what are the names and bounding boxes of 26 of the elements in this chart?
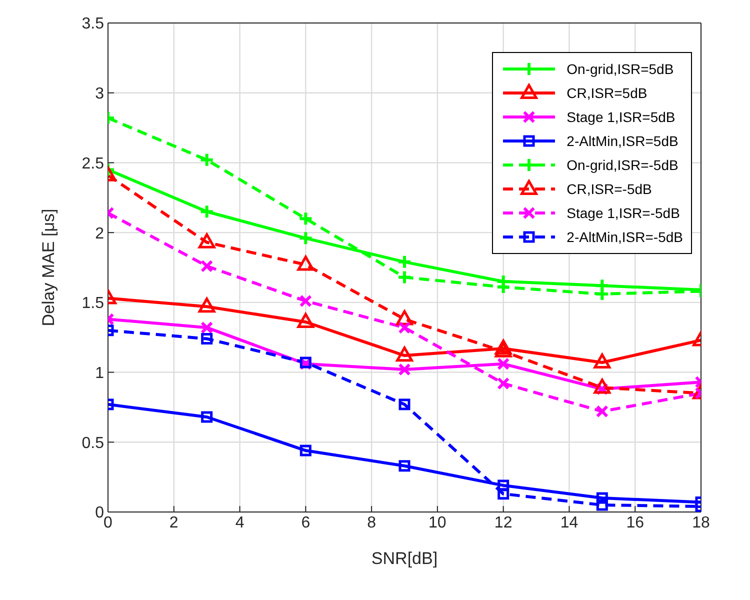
y-tick-label: 2.5 — [82, 155, 104, 172]
x-tick-label: 8 — [367, 514, 376, 532]
legend-label: CR,ISR=5dB — [566, 85, 648, 101]
legend-label: 2-AltMin,ISR=5dB — [566, 133, 678, 149]
y-tick-label: 2 — [95, 225, 104, 242]
legend-label: On-grid,ISR=5dB — [566, 61, 674, 77]
x-tick-label: 2 — [169, 514, 178, 532]
y-tick-label: 1 — [95, 364, 104, 382]
x-axis-title: SNR[dB] — [371, 549, 438, 568]
y-axis-title: Delay MAE [μs] — [39, 208, 58, 326]
x-tick-label: 4 — [235, 514, 244, 532]
x-tick-label: 16 — [626, 514, 644, 532]
legend-label: CR,ISR=-5dB — [566, 181, 652, 197]
legend-label: 2-AltMin,ISR=-5dB — [566, 229, 683, 245]
x-tick-label: 14 — [560, 514, 578, 532]
y-tick-label: 3 — [95, 86, 104, 103]
x-tick-label: 12 — [494, 514, 512, 532]
x-tick-label: 18 — [692, 514, 710, 532]
legend-label: On-grid,ISR=-5dB — [566, 157, 678, 173]
y-tick-label: 0.5 — [82, 434, 104, 452]
y-tick-label: 3.5 — [82, 16, 104, 33]
legend-label: Stage 1,ISR=5dB — [566, 109, 676, 125]
x-tick-label: 6 — [301, 514, 310, 532]
x-tick-label: 10 — [428, 514, 446, 532]
y-tick-label: 1.5 — [82, 295, 104, 312]
legend-label: Stage 1,ISR=-5dB — [566, 205, 680, 221]
